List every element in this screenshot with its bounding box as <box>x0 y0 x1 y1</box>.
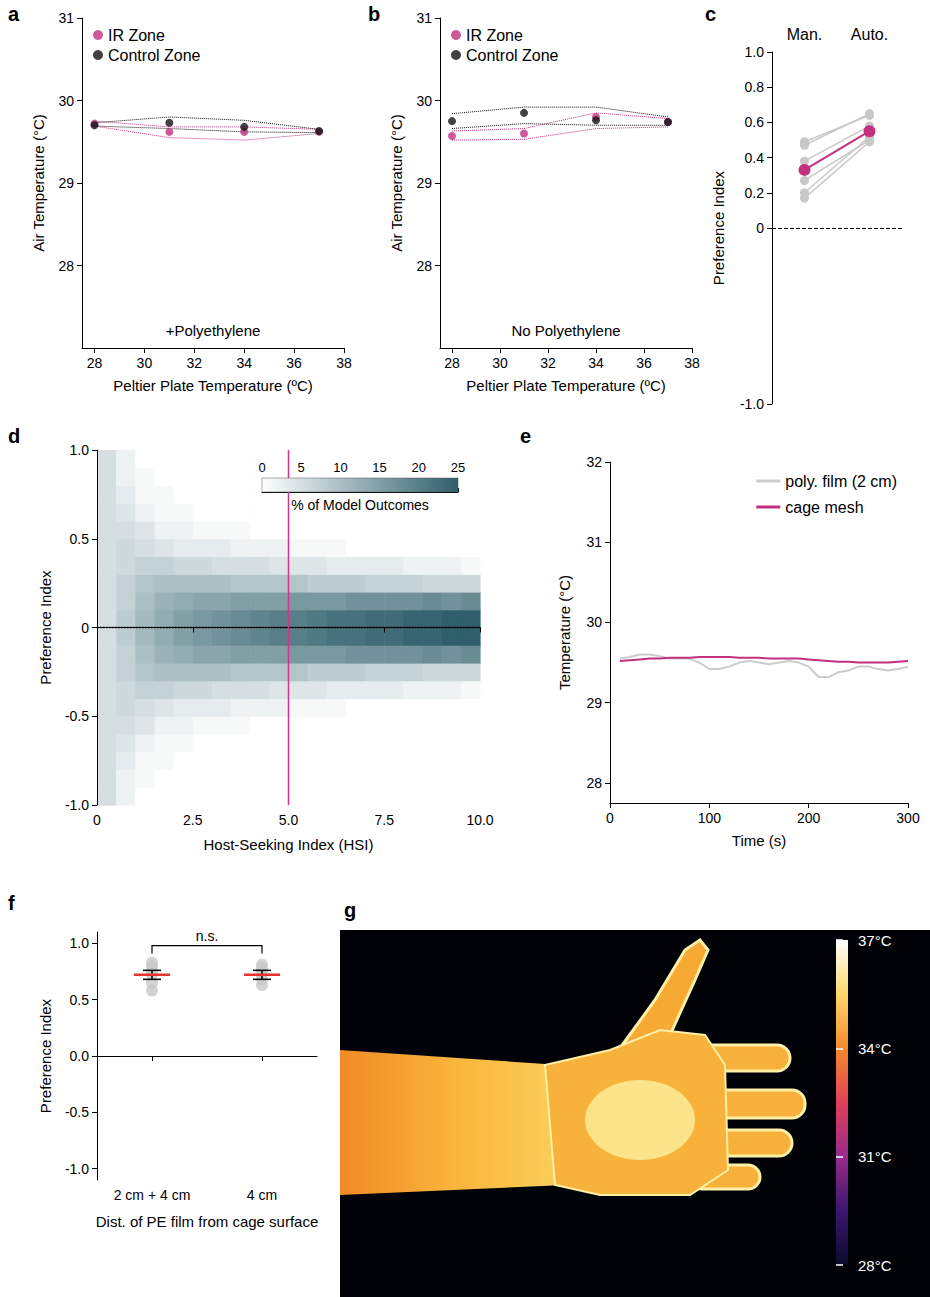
svg-text:36: 36 <box>286 355 302 371</box>
svg-text:34: 34 <box>236 355 252 371</box>
svg-text:38: 38 <box>336 355 352 371</box>
svg-text:10: 10 <box>333 460 347 475</box>
svg-text:IR Zone: IR Zone <box>466 27 523 44</box>
svg-text:0: 0 <box>93 812 101 828</box>
svg-text:Time (s): Time (s) <box>732 832 786 849</box>
svg-text:0.5: 0.5 <box>70 531 90 547</box>
svg-text:Man.: Man. <box>787 26 823 43</box>
svg-text:b: b <box>368 3 380 25</box>
svg-text:31: 31 <box>58 10 74 26</box>
svg-text:28: 28 <box>416 258 432 274</box>
svg-text:Control Zone: Control Zone <box>466 47 559 64</box>
svg-text:36: 36 <box>636 355 652 371</box>
svg-text:32: 32 <box>540 355 556 371</box>
svg-text:Preference Index: Preference Index <box>710 170 727 285</box>
svg-text:0: 0 <box>258 460 265 475</box>
svg-text:32: 32 <box>586 454 602 470</box>
svg-text:0.6: 0.6 <box>745 114 765 130</box>
svg-text:n.s.: n.s. <box>196 928 219 944</box>
svg-text:29: 29 <box>58 175 74 191</box>
svg-text:+Polyethylene: +Polyethylene <box>166 322 261 339</box>
svg-text:38: 38 <box>684 355 700 371</box>
svg-text:f: f <box>8 892 15 914</box>
svg-text:0.8: 0.8 <box>745 79 765 95</box>
svg-text:1.0: 1.0 <box>70 935 90 951</box>
svg-text:5: 5 <box>298 460 305 475</box>
svg-text:0.5: 0.5 <box>70 992 90 1008</box>
svg-text:25: 25 <box>451 460 465 475</box>
svg-text:Air Temperature (°C): Air Temperature (°C) <box>388 114 405 251</box>
svg-text:15: 15 <box>372 460 386 475</box>
svg-text:g: g <box>344 899 356 921</box>
svg-text:Preference Index: Preference Index <box>37 570 54 685</box>
svg-text:-1.0: -1.0 <box>65 1161 89 1177</box>
svg-text:2 cm + 4 cm: 2 cm + 4 cm <box>114 1187 191 1203</box>
svg-text:a: a <box>8 3 20 25</box>
svg-text:Peltier Plate Temperature (ºC): Peltier Plate Temperature (ºC) <box>466 377 665 394</box>
svg-text:37°C: 37°C <box>858 932 892 949</box>
svg-text:31: 31 <box>586 534 602 550</box>
svg-text:28: 28 <box>58 258 74 274</box>
svg-text:0.2: 0.2 <box>745 185 765 201</box>
svg-text:30: 30 <box>58 93 74 109</box>
svg-text:Temperature (°C): Temperature (°C) <box>556 575 573 690</box>
svg-text:300: 300 <box>896 810 920 826</box>
svg-text:7.5: 7.5 <box>375 812 395 828</box>
svg-text:2.5: 2.5 <box>183 812 203 828</box>
svg-text:100: 100 <box>698 810 722 826</box>
svg-text:28: 28 <box>444 355 460 371</box>
svg-text:10.0: 10.0 <box>466 812 493 828</box>
svg-text:No Polyethylene: No Polyethylene <box>511 322 620 339</box>
svg-text:-0.5: -0.5 <box>65 708 89 724</box>
svg-text:Air Temperature (°C): Air Temperature (°C) <box>30 114 47 251</box>
svg-text:30: 30 <box>586 614 602 630</box>
svg-text:% of Model Outcomes: % of Model Outcomes <box>291 497 429 513</box>
svg-text:0: 0 <box>606 810 614 826</box>
svg-text:30: 30 <box>492 355 508 371</box>
svg-text:4 cm: 4 cm <box>247 1187 277 1203</box>
svg-text:31: 31 <box>416 10 432 26</box>
svg-text:0.4: 0.4 <box>745 150 765 166</box>
svg-text:Peltier Plate Temperature (ºC): Peltier Plate Temperature (ºC) <box>113 377 312 394</box>
svg-text:Control Zone: Control Zone <box>108 47 201 64</box>
svg-text:30: 30 <box>137 355 153 371</box>
svg-text:c: c <box>705 3 716 25</box>
svg-text:Host-Seeking Index (HSI): Host-Seeking Index (HSI) <box>203 836 373 853</box>
svg-text:e: e <box>520 425 531 447</box>
svg-text:29: 29 <box>586 695 602 711</box>
svg-text:28°C: 28°C <box>858 1257 892 1274</box>
svg-text:IR Zone: IR Zone <box>108 27 165 44</box>
svg-text:29: 29 <box>416 175 432 191</box>
svg-text:-1.0: -1.0 <box>65 797 89 813</box>
svg-text:28: 28 <box>586 775 602 791</box>
svg-text:poly. film (2 cm): poly. film (2 cm) <box>785 473 897 490</box>
svg-text:34°C: 34°C <box>858 1040 892 1057</box>
svg-text:31°C: 31°C <box>858 1148 892 1165</box>
svg-text:1.0: 1.0 <box>745 44 765 60</box>
svg-text:20: 20 <box>412 460 426 475</box>
svg-text:0: 0 <box>756 220 764 236</box>
svg-text:28: 28 <box>87 355 103 371</box>
svg-text:0: 0 <box>81 620 89 636</box>
svg-text:1.0: 1.0 <box>70 442 90 458</box>
svg-text:Dist. of PE film from cage sur: Dist. of PE film from cage surface <box>96 1213 319 1230</box>
svg-text:d: d <box>8 425 20 447</box>
svg-text:cage mesh: cage mesh <box>785 499 863 516</box>
svg-text:30: 30 <box>416 93 432 109</box>
svg-text:-0.5: -0.5 <box>65 1104 89 1120</box>
svg-text:-1.0: -1.0 <box>740 396 764 412</box>
svg-text:32: 32 <box>186 355 202 371</box>
svg-text:Auto.: Auto. <box>851 26 888 43</box>
svg-text:200: 200 <box>797 810 821 826</box>
svg-text:5.0: 5.0 <box>279 812 299 828</box>
svg-text:34: 34 <box>588 355 604 371</box>
svg-text:Preference Index: Preference Index <box>37 998 54 1113</box>
svg-text:0.0: 0.0 <box>70 1048 90 1064</box>
